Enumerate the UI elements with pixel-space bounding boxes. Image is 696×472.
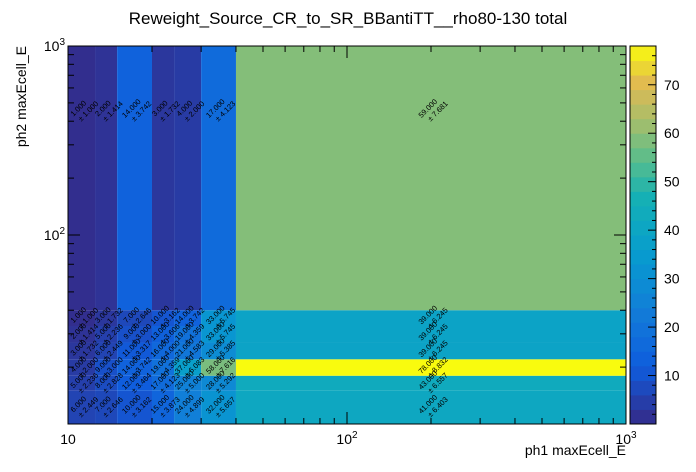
x-tick-label: 103 [615, 430, 637, 447]
palette-band [630, 133, 656, 149]
heatmap-cell [151, 359, 175, 376]
color-palette: 10 20 30 40 50 60 70 [629, 45, 680, 425]
palette-band [630, 336, 656, 352]
heatmap-cell [95, 342, 118, 360]
palette-band [630, 264, 656, 280]
heatmap-cell [117, 375, 152, 391]
heatmap-cell [68, 342, 96, 360]
heatmap-cell [235, 310, 626, 327]
heatmap-cell [117, 310, 152, 327]
chart-title: Reweight_Source_CR_to_SR_BBantiTT__rho80… [129, 9, 567, 28]
palette-band [630, 235, 656, 251]
heatmap-cell [151, 310, 175, 327]
heatmap-cell [235, 342, 626, 360]
palette-band [630, 293, 656, 309]
heatmap-cell [68, 375, 96, 391]
palette-band [630, 380, 656, 396]
heatmap-cell [235, 359, 626, 376]
palette-tick-label: 40 [664, 222, 680, 238]
heatmap-cell [201, 390, 236, 424]
heatmap-cell [95, 46, 118, 311]
palette-band [630, 307, 656, 323]
palette-tick-label: 70 [664, 77, 680, 93]
heatmap-cell [117, 46, 152, 311]
heatmap-cell [235, 326, 626, 343]
heatmap-cell [201, 326, 236, 343]
heatmap-cell [174, 46, 202, 311]
palette-tick-label: 10 [664, 368, 680, 384]
heatmap-cell [95, 359, 118, 376]
heatmap-cell [174, 359, 202, 376]
x-axis-label: ph1 maxEcell_E [525, 442, 626, 458]
palette-band [630, 351, 656, 367]
heatmap-cell [201, 375, 236, 391]
palette-tick-label: 50 [664, 174, 680, 190]
heatmap-cells [68, 46, 626, 424]
palette-band [630, 75, 656, 91]
heatmap-cell [151, 46, 175, 311]
palette-tick-label: 30 [664, 271, 680, 287]
heatmap-cell [68, 310, 96, 327]
heatmap-cell [201, 342, 236, 360]
heatmap-cell [95, 390, 118, 424]
heatmap-cell [68, 359, 96, 376]
heatmap-cell [95, 326, 118, 343]
palette-band [630, 46, 656, 62]
heatmap-cell [117, 326, 152, 343]
palette-band [630, 60, 656, 76]
palette-band [630, 220, 656, 236]
palette-tick-label: 20 [664, 319, 680, 335]
palette-band [630, 394, 656, 410]
palette-band [630, 89, 656, 105]
heatmap-cell [68, 390, 96, 424]
heatmap-cell [174, 342, 202, 360]
axes: 10 102 103 102 103 [44, 37, 637, 447]
heatmap-cell [174, 310, 202, 327]
x-tick-label: 10 [60, 431, 76, 447]
palette-band [630, 104, 656, 120]
palette-band [630, 322, 656, 338]
heatmap-cell [117, 359, 152, 376]
heatmap-cell [174, 390, 202, 424]
heatmap-cell [201, 310, 236, 327]
y-axis-label: ph2 maxEcell_E [13, 46, 29, 147]
heatmap-cell [151, 326, 175, 343]
palette-band [630, 365, 656, 381]
x-tick-label: 102 [336, 430, 358, 447]
palette-band [630, 162, 656, 178]
heatmap-cell [201, 359, 236, 376]
palette-band [630, 205, 656, 221]
heatmap-cell [117, 390, 152, 424]
y-tick-label: 102 [44, 226, 66, 243]
heatmap-cell [95, 310, 118, 327]
heatmap-cell [174, 375, 202, 391]
y-tick-label: 103 [44, 37, 66, 54]
palette-band [630, 409, 656, 425]
palette-band [630, 176, 656, 192]
heatmap-cell [174, 326, 202, 343]
heatmap-cell [68, 326, 96, 343]
palette-band [630, 278, 656, 294]
palette-band [630, 249, 656, 265]
heatmap-cell [151, 375, 175, 391]
heatmap-cell [95, 375, 118, 391]
palette-tick-label: 60 [664, 125, 680, 141]
palette-band [630, 147, 656, 163]
palette-band [630, 118, 656, 134]
heatmap-cell [151, 342, 175, 360]
heatmap-cell [235, 46, 626, 311]
palette-frame [629, 45, 657, 425]
heatmap-cell [201, 46, 236, 311]
heatmap-cell [235, 375, 626, 391]
heatmap-cell [117, 342, 152, 360]
palette-band [630, 191, 656, 207]
heatmap-cell [151, 390, 175, 424]
